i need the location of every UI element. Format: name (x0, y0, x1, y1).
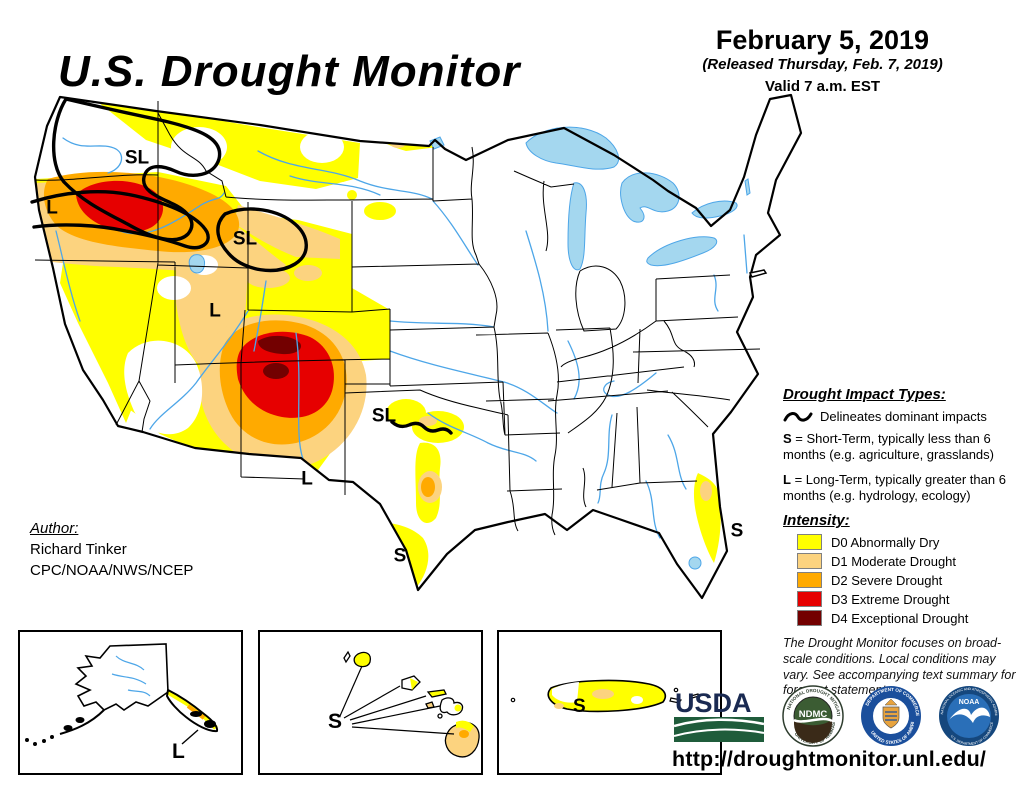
commerce-eagle (884, 698, 898, 706)
d0-label: D0 Abnormally Dry (831, 534, 940, 550)
pr-d1-patch (592, 689, 614, 699)
hawaii-label-leaders (339, 665, 455, 735)
hawaii-impact-label: S (328, 710, 342, 733)
legend-row-d2: D2 Severe Drought (797, 572, 1021, 589)
svg-text:NOAA: NOAA (959, 699, 980, 706)
impact-label-sl: SL (124, 147, 150, 169)
d3-swatch (797, 591, 822, 608)
puerto-rico-inset: S (497, 630, 722, 775)
us-outline (33, 93, 803, 600)
legend-row-d0: D0 Abnormally Dry (797, 534, 1021, 551)
impact-label-sl: SL (232, 228, 258, 250)
alaska-panhandle-drought (166, 689, 219, 733)
d0-swatch (797, 534, 822, 551)
impact-label-s: S (730, 520, 744, 542)
conus-map-svg (30, 93, 803, 600)
svg-text:USDA: USDA (675, 688, 752, 718)
hawaii-inset: S (258, 630, 483, 775)
delineation-squiggle-icon (783, 412, 813, 422)
usda-logo: USDA (674, 688, 765, 742)
legend-row-d4: D4 Exceptional Drought (797, 610, 1021, 627)
impact-label-l: L (209, 300, 221, 322)
short-term-definition: S = Short-Term, typically less than 6 mo… (783, 431, 994, 462)
d1-swatch (797, 553, 822, 570)
long-island (748, 269, 768, 278)
alaska-inset: L (18, 630, 243, 775)
date-block: February 5, 2019 (Released Thursday, Feb… (655, 25, 990, 96)
release-date: (Released Thursday, Feb. 7, 2019) (702, 56, 943, 74)
legend-row-d3: D3 Extreme Drought (797, 591, 1021, 608)
d4-label: D4 Exceptional Drought (831, 610, 969, 626)
impact-label-s: S (393, 545, 407, 567)
legend-panel: Drought Impact Types: Delineates dominan… (783, 386, 1021, 699)
d1-label: D1 Moderate Drought (831, 553, 957, 569)
alaska-mainland (74, 643, 169, 711)
conus-drought-map: SL L SL L SL L S S (8, 83, 808, 633)
impact-types-heading: Drought Impact Types: (783, 386, 946, 403)
aleutian-islands (25, 709, 105, 746)
alaska-label-leader (181, 729, 199, 745)
author-heading: Author: (30, 520, 79, 537)
noaa-gull (949, 707, 990, 723)
valid-time: Valid 7 a.m. EST (764, 78, 881, 96)
long-term-definition: L = Long-Term, typically greater than 6 … (783, 471, 1006, 503)
disclaimer-text: The Drought Monitor focuses on broad-sca… (783, 636, 1016, 698)
pr-no-drought-west (552, 682, 579, 703)
puerto-rico-impact-label: S (573, 696, 586, 717)
pr-white-spot (631, 696, 643, 704)
rivers (55, 137, 748, 539)
pr-d1-sw (554, 703, 564, 709)
impact-label-l: L (301, 468, 313, 490)
d3-label: D3 Extreme Drought (831, 591, 950, 607)
hawaii-islands (343, 650, 480, 758)
ndmc-logo: NATIONAL DROUGHT MITIGATION CENTER UNIVE… (782, 685, 844, 747)
d2-swatch (797, 572, 822, 589)
d2-label: D2 Severe Drought (831, 572, 943, 588)
state-borders (34, 101, 761, 536)
map-date: February 5, 2019 (715, 25, 930, 55)
legend-row-d1: D1 Moderate Drought (797, 553, 1021, 570)
impact-delineation-lines (30, 97, 453, 435)
author-name: Richard Tinker (30, 541, 127, 558)
impact-label-sl: SL (371, 405, 397, 427)
no-drought-cutouts (124, 127, 344, 435)
droughtmonitor-url[interactable]: http://droughtmonitor.unl.edu/ (672, 747, 987, 771)
pr-outlying-islands (510, 687, 700, 704)
impact-label-l: L (46, 197, 58, 219)
drought-d4-regions (258, 335, 302, 379)
page-title: U.S. Drought Monitor (58, 47, 521, 97)
intensity-legend: D0 Abnormally Dry D1 Moderate Drought D2… (783, 534, 1021, 627)
author-block: Author: Richard Tinker CPC/NOAA/NWS/NCEP (30, 518, 193, 581)
agency-logos: USDA NATIONAL DROUGHT MITIGATION CENTER … (674, 685, 1020, 747)
alaska-impact-label: L (172, 740, 185, 763)
svg-text:NDMC: NDMC (799, 709, 828, 720)
alaska-rivers (111, 655, 151, 697)
commerce-logo: DEPARTMENT OF COMMERCE UNITED STATES OF … (861, 686, 921, 746)
delineates-text: Delineates dominant impacts (820, 408, 987, 424)
noaa-logo: NATIONAL OCEANIC AND ATMOSPHERIC ADMINIS… (939, 686, 999, 746)
intensity-heading: Intensity: (783, 512, 850, 530)
d4-swatch (797, 610, 822, 627)
author-org: CPC/NOAA/NWS/NCEP (30, 562, 194, 579)
